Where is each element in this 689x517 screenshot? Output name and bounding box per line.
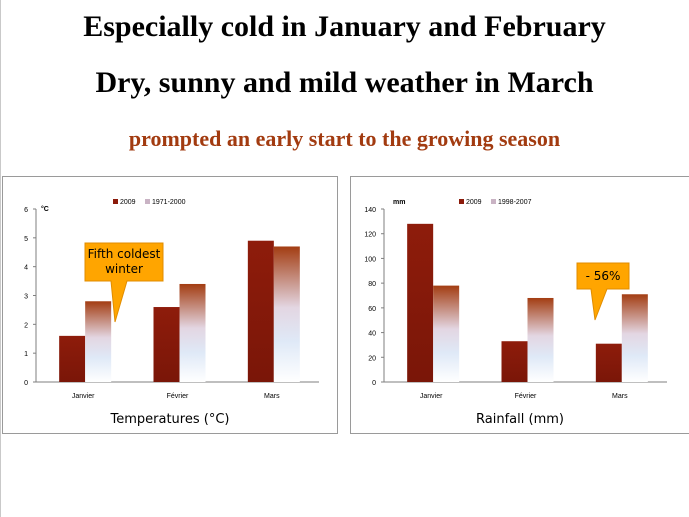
- y-tick-label: 5: [24, 236, 28, 243]
- legend-label-1: 1998-2007: [498, 199, 532, 206]
- legend-swatch-1: [491, 199, 496, 204]
- legend-label-0: 2009: [466, 199, 482, 206]
- y-tick-label: 20: [368, 355, 376, 362]
- bar-1998-2007-Mars: [621, 294, 648, 382]
- callout-text: - 56%: [586, 269, 621, 283]
- unit-label: °C: [41, 205, 49, 213]
- rainfall-chart: 0 20 40 60 80 100 120 140 mm 2009 1998-2007 Janvier…: [364, 199, 667, 400]
- y-tick-label: 6: [24, 207, 28, 214]
- legend-swatch-0: [459, 199, 464, 204]
- rainfall-chart-panel: 0 20 40 60 80 100 120 140 mm 2009 1998-2007 Janvier…: [350, 176, 689, 434]
- y-tick-label: 60: [368, 306, 376, 313]
- bar-2009-Janvier: [407, 223, 434, 382]
- x-tick-label: Janvier: [72, 393, 95, 400]
- headline-line-2: Dry, sunny and mild weather in March: [95, 66, 594, 99]
- bar-2009-Mars: [247, 240, 274, 382]
- y-tick-label: 4: [24, 265, 28, 272]
- callout-text-line-1: Fifth coldest: [88, 247, 161, 261]
- temperature-chart: 0 1 2 3 4 5 6 °C 2009 1971-2000 Janvier Février Mars…: [24, 199, 319, 400]
- bar-1998-2007-Janvier: [433, 285, 460, 382]
- callout-bubble: [84, 242, 164, 323]
- bar-2009-Février: [153, 307, 180, 382]
- y-tick-label: 2: [24, 322, 28, 329]
- y-tick-label: 0: [24, 380, 28, 387]
- y-tick-label: 3: [24, 294, 28, 301]
- callout-bubble: [576, 262, 630, 321]
- legend-swatch-0: [113, 199, 118, 204]
- legend-swatch-1: [145, 199, 150, 204]
- bar-2009-Février: [501, 341, 528, 382]
- y-tick-label: 140: [364, 207, 376, 214]
- unit-label: mm: [393, 199, 405, 206]
- y-tick-label: 80: [368, 281, 376, 288]
- x-tick-label: Février: [167, 393, 189, 400]
- bar-2009-Janvier: [59, 335, 86, 382]
- x-tick-label: Mars: [612, 393, 628, 400]
- bar-1971-2000-Janvier: [85, 301, 112, 382]
- x-tick-label: Mars: [264, 393, 280, 400]
- bar-2009-Mars: [595, 343, 622, 382]
- y-tick-label: 120: [364, 232, 376, 239]
- headline-line-3: prompted an early start to the growing s…: [128, 126, 561, 151]
- bar-1971-2000-Février: [179, 283, 206, 382]
- temperature-chart-caption: Temperatures (°C): [110, 412, 230, 427]
- y-tick-label: 100: [364, 256, 376, 263]
- y-tick-label: 0: [372, 380, 376, 387]
- x-tick-label: Février: [515, 393, 537, 400]
- y-tick-label: 40: [368, 331, 376, 338]
- bar-1971-2000-Mars: [273, 246, 300, 382]
- legend-label-0: 2009: [120, 199, 136, 206]
- headline-line-1: Especially cold in January and February: [83, 10, 606, 43]
- left-edge-line: [0, 0, 1, 517]
- y-tick-label: 1: [24, 351, 28, 358]
- x-tick-label: Janvier: [420, 393, 443, 400]
- rainfall-chart-caption: Rainfall (mm): [476, 412, 564, 427]
- callout-text-line-2: winter: [105, 262, 143, 276]
- temperature-chart-panel: 0 1 2 3 4 5 6 °C 2009 1971-2000 Janvier Février Mars…: [2, 176, 338, 434]
- bar-1998-2007-Février: [527, 297, 554, 382]
- legend-label-1: 1971-2000: [152, 199, 186, 206]
